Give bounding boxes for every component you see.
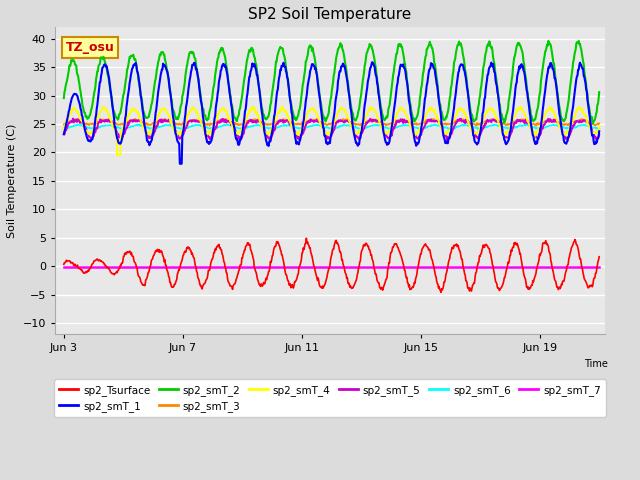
sp2_smT_6	[595, 126, 603, 132]
sp2_smT_2	[595, 89, 603, 95]
sp2_smT_6	[255, 122, 263, 128]
sp2_smT_3	[60, 122, 68, 128]
sp2_smT_7	[60, 264, 68, 270]
sp2_smT_3	[131, 116, 139, 121]
sp2_Tsurface	[284, 275, 291, 281]
Line: sp2_smT_5: sp2_smT_5	[64, 119, 599, 141]
sp2_smT_4	[186, 107, 194, 113]
sp2_smT_7	[255, 264, 262, 270]
sp2_smT_5	[255, 119, 263, 124]
sp2_smT_1	[368, 60, 376, 65]
Text: TZ_osu: TZ_osu	[66, 41, 115, 54]
Legend: sp2_Tsurface, sp2_smT_1, sp2_smT_2, sp2_smT_3, sp2_smT_4, sp2_smT_5, sp2_smT_6, : sp2_Tsurface, sp2_smT_1, sp2_smT_2, sp2_…	[54, 380, 606, 417]
sp2_smT_7	[595, 264, 603, 270]
sp2_smT_3	[186, 118, 194, 124]
Text: Time: Time	[584, 360, 608, 370]
Line: sp2_smT_6: sp2_smT_6	[64, 124, 599, 129]
sp2_smT_6	[186, 124, 194, 130]
sp2_smT_3	[532, 123, 540, 129]
sp2_smT_1	[176, 161, 184, 167]
sp2_smT_4	[285, 114, 292, 120]
sp2_smT_4	[595, 123, 603, 129]
sp2_smT_3	[284, 119, 292, 125]
Line: sp2_smT_1: sp2_smT_1	[64, 62, 599, 164]
sp2_smT_2	[284, 72, 291, 78]
sp2_smT_7	[79, 264, 87, 270]
sp2_smT_2	[364, 49, 371, 55]
sp2_smT_6	[134, 121, 141, 127]
sp2_smT_1	[364, 79, 372, 84]
sp2_smT_6	[60, 125, 68, 131]
sp2_smT_4	[60, 126, 68, 132]
Title: SP2 Soil Temperature: SP2 Soil Temperature	[248, 7, 412, 22]
sp2_Tsurface	[60, 262, 68, 267]
sp2_Tsurface	[79, 269, 87, 275]
sp2_smT_4	[493, 116, 501, 121]
sp2_smT_7	[492, 264, 500, 270]
sp2_smT_5	[60, 132, 68, 137]
sp2_Tsurface	[493, 285, 501, 290]
sp2_smT_5	[284, 118, 292, 123]
sp2_smT_5	[80, 120, 88, 126]
Line: sp2_Tsurface: sp2_Tsurface	[64, 238, 599, 292]
sp2_smT_6	[474, 126, 481, 132]
sp2_smT_7	[364, 264, 371, 270]
Line: sp2_smT_2: sp2_smT_2	[64, 41, 599, 123]
sp2_smT_4	[79, 122, 87, 128]
Line: sp2_smT_4: sp2_smT_4	[64, 107, 599, 155]
sp2_smT_2	[545, 38, 552, 44]
sp2_Tsurface	[595, 254, 603, 260]
sp2_Tsurface	[364, 243, 372, 249]
sp2_smT_2	[492, 75, 500, 81]
sp2_smT_6	[284, 122, 292, 128]
sp2_smT_1	[493, 89, 501, 95]
sp2_smT_1	[60, 131, 68, 137]
sp2_smT_4	[255, 116, 263, 122]
sp2_smT_5	[69, 116, 77, 121]
sp2_Tsurface	[186, 246, 193, 252]
sp2_smT_3	[493, 118, 500, 124]
sp2_smT_5	[595, 132, 603, 138]
sp2_smT_2	[255, 82, 262, 87]
sp2_smT_4	[113, 152, 121, 158]
sp2_smT_6	[493, 123, 501, 129]
sp2_Tsurface	[255, 279, 262, 285]
sp2_smT_1	[284, 76, 292, 82]
sp2_smT_2	[60, 95, 68, 101]
sp2_smT_3	[364, 119, 372, 124]
sp2_smT_6	[79, 123, 87, 129]
sp2_smT_3	[595, 120, 603, 126]
sp2_smT_1	[255, 86, 263, 92]
sp2_smT_7	[186, 264, 193, 270]
sp2_smT_4	[365, 109, 372, 115]
sp2_smT_1	[186, 73, 194, 79]
sp2_smT_3	[255, 118, 263, 124]
sp2_smT_5	[364, 119, 372, 125]
sp2_smT_3	[79, 120, 87, 125]
sp2_smT_4	[278, 104, 286, 109]
Line: sp2_smT_3: sp2_smT_3	[64, 119, 599, 126]
sp2_smT_2	[186, 50, 193, 56]
sp2_Tsurface	[437, 289, 445, 295]
sp2_smT_7	[284, 264, 291, 270]
sp2_smT_2	[79, 105, 87, 110]
sp2_Tsurface	[303, 235, 310, 241]
sp2_smT_2	[589, 120, 597, 126]
Y-axis label: Soil Temperature (C): Soil Temperature (C)	[7, 124, 17, 238]
sp2_smT_5	[186, 118, 194, 123]
sp2_smT_1	[595, 129, 603, 134]
sp2_smT_1	[79, 118, 87, 124]
sp2_smT_5	[493, 118, 501, 123]
sp2_smT_5	[444, 138, 451, 144]
sp2_smT_6	[364, 124, 372, 130]
